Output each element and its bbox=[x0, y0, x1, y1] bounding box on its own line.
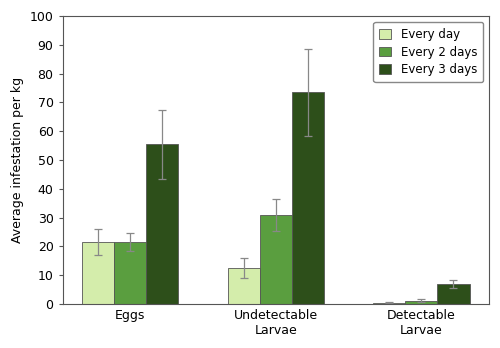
Bar bbox=[292, 93, 324, 304]
Bar bbox=[82, 242, 114, 304]
Bar bbox=[146, 144, 178, 304]
Bar bbox=[114, 242, 146, 304]
Legend: Every day, Every 2 days, Every 3 days: Every day, Every 2 days, Every 3 days bbox=[374, 22, 483, 82]
Bar bbox=[374, 303, 406, 304]
Bar bbox=[438, 284, 470, 304]
Y-axis label: Average infestation per kg: Average infestation per kg bbox=[11, 77, 24, 243]
Bar bbox=[260, 215, 292, 304]
Bar bbox=[406, 301, 438, 304]
Bar bbox=[228, 268, 260, 304]
